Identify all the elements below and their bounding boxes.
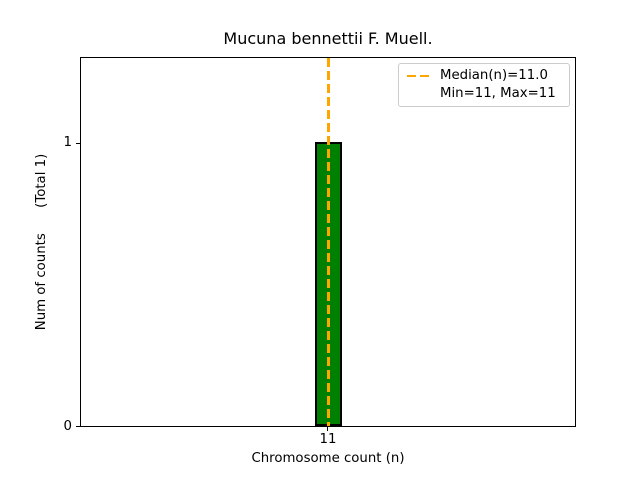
x-tick-mark-11 [327, 427, 329, 431]
legend-median-label: Median(n)=11.0 [440, 68, 548, 83]
x-axis-label: Chromosome count (n) [251, 451, 405, 466]
legend-handle-spacer [407, 93, 431, 96]
y-tick-mark-1 [76, 142, 80, 144]
legend: Median(n)=11.0 Min=11, Max=11 [398, 63, 570, 107]
legend-minmax-label: Min=11, Max=11 [440, 86, 556, 101]
y-axis-label: Num of counts (Total 1) [34, 153, 49, 331]
legend-row-minmax: Min=11, Max=11 [407, 85, 561, 103]
legend-row-median: Median(n)=11.0 [407, 67, 561, 85]
y-tick-label-1: 1 [63, 135, 72, 150]
y-tick-mark-0 [76, 426, 80, 428]
median-line-sample-icon [407, 74, 431, 78]
median-dashed-line [327, 58, 330, 426]
x-tick-label-11: 11 [319, 432, 337, 447]
y-tick-label-0: 0 [63, 419, 72, 434]
chart-title: Mucuna bennettii F. Muell. [223, 29, 433, 48]
plot-area [80, 57, 576, 427]
